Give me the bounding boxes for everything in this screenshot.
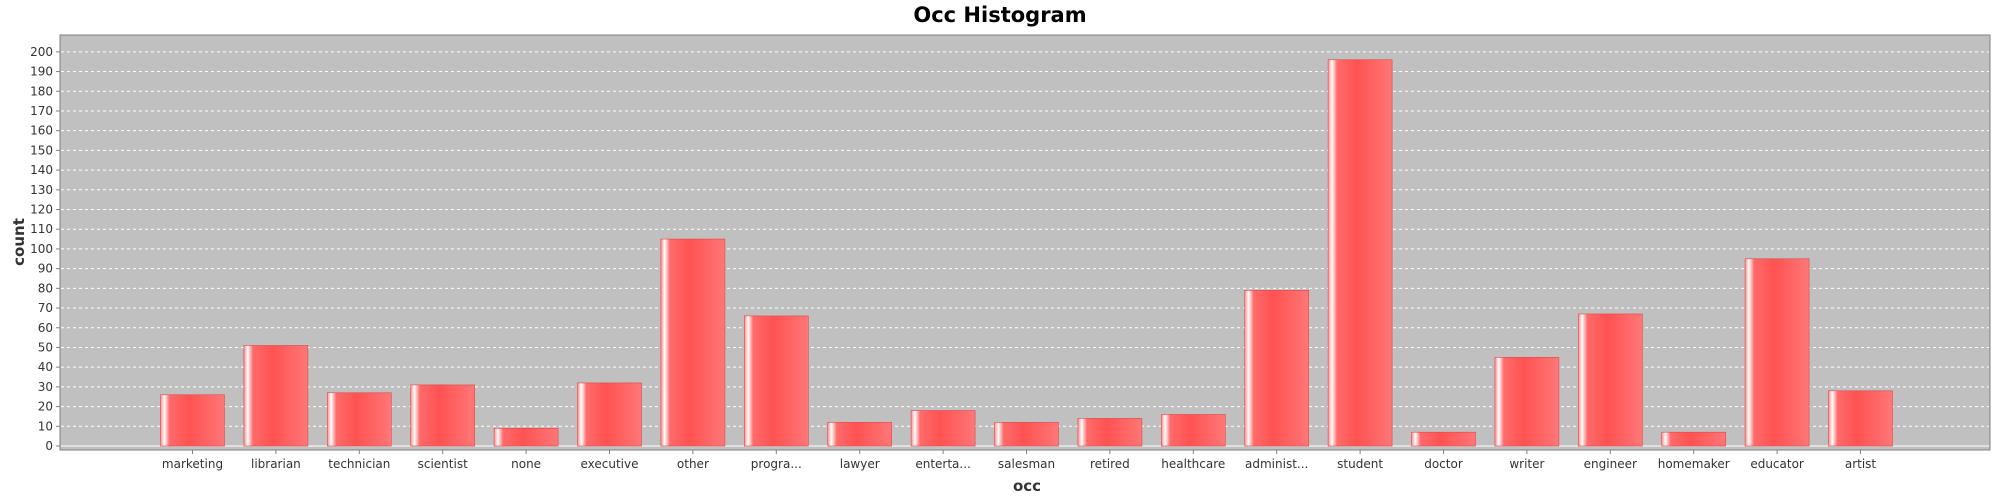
x-tick-label: marketing [162,457,223,471]
bar-enterta [910,410,976,447]
y-tick-label: 190 [30,65,53,79]
y-tick-label: 120 [30,203,53,217]
y-tick-label: 110 [30,222,53,236]
x-axis: marketing librarian technician scientist non… [162,450,1877,471]
bar-healthcare [1161,414,1226,447]
y-tick-label: 100 [30,242,53,256]
x-tick-label: executive [580,457,638,471]
y-tick-label: 160 [30,124,53,138]
x-tick-label: homemaker [1658,457,1730,471]
x-tick-label: engineer [1584,457,1637,471]
x-tick-label: salesman [998,457,1055,471]
x-tick-label: administ... [1245,457,1308,471]
bar-scientist [410,384,476,447]
bar-retired [1077,418,1143,447]
x-tick-label: writer [1509,457,1544,471]
x-tick-label: healthcare [1161,457,1225,471]
y-tick-label: 180 [30,84,53,98]
y-tick-label: 10 [38,419,53,433]
bar-salesman [994,422,1059,447]
x-tick-label: educator [1750,457,1804,471]
chart-title: Occ Histogram [913,3,1086,27]
x-tick-label: scientist [418,457,468,471]
y-tick-label: 70 [38,301,53,315]
y-tick-label: 200 [30,45,53,59]
bar-writer [1494,357,1560,447]
x-tick-label: other [677,457,709,471]
bars [160,59,1893,447]
bar-lawyer [827,422,893,447]
x-tick-label: enterta... [915,457,971,471]
bar-executive [577,382,642,447]
plot-area [59,34,1991,451]
bar-marketing [160,394,225,447]
y-tick-label: 140 [30,163,53,177]
x-tick-label: technician [328,457,390,471]
y-tick-label: 50 [38,340,53,354]
x-tick-label: lawyer [840,457,880,471]
y-tick-label: 80 [38,281,53,295]
y-tick-label: 20 [38,400,53,414]
y-tick-label: 30 [38,380,53,394]
x-tick-label: retired [1090,457,1130,471]
y-tick-label: 130 [30,183,53,197]
bar-other [660,238,726,447]
bar-technician [326,392,392,447]
x-tick-label: artist [1845,457,1877,471]
bar-homemaker [1661,431,1726,447]
bar-artist [1828,390,1893,447]
x-tick-label: student [1337,457,1383,471]
y-tick-label: 60 [38,321,53,335]
y-tick-label: 170 [30,104,53,118]
y-tick-label: 40 [38,360,53,374]
bar-doctor [1411,431,1476,447]
bar-none [493,427,559,447]
bar-student [1327,59,1393,447]
bar-librarian [243,345,309,447]
bar-engineer [1578,313,1643,447]
x-tick-label: doctor [1424,457,1463,471]
x-tick-label: progra... [751,457,802,471]
x-tick-label: none [511,457,541,471]
bar-progra [743,315,809,447]
y-tick-label: 0 [45,439,53,453]
y-tick-label: 150 [30,143,53,157]
x-tick-label: librarian [251,457,301,471]
y-axis: 0 10 20 30 40 50 60 70 80 90 100 110 120 130 140 150 160… [30,45,60,453]
x-axis-label: occ [1013,477,1041,495]
y-axis-label: count [10,218,28,266]
y-tick-label: 90 [38,262,53,276]
bar-administ [1244,290,1309,447]
bar-educator [1744,258,1810,447]
